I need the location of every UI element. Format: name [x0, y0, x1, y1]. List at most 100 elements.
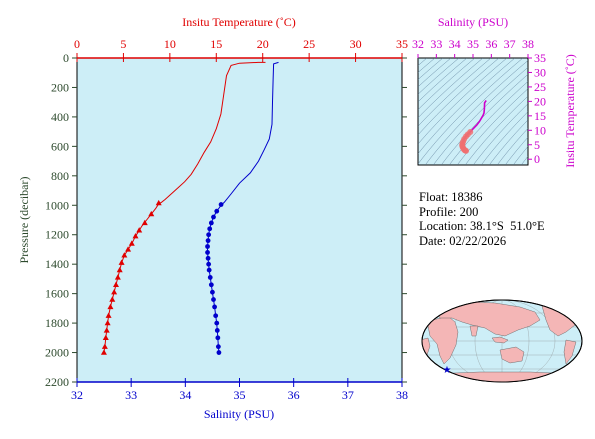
bottom-tick-label: 37 — [342, 388, 354, 402]
date-row: Date: 02/22/2026 — [419, 234, 545, 249]
y-tick-label: 200 — [51, 80, 69, 94]
temperature-point — [104, 319, 111, 326]
isopycnal — [472, 103, 528, 165]
salinity-point — [214, 208, 220, 214]
y-tick-label: 1000 — [45, 198, 69, 212]
temperature-point — [148, 210, 155, 217]
inset-right-tick-label: 35 — [534, 51, 546, 65]
temperature-point — [136, 227, 143, 233]
isopycnal — [456, 88, 528, 165]
y-tick-label: 800 — [51, 169, 69, 183]
salinity-point — [207, 226, 213, 232]
isopycnal — [520, 155, 528, 165]
float-label: Float: — [419, 190, 449, 204]
salinity-point — [210, 289, 215, 295]
density-contours — [418, 28, 595, 175]
top-tick-label: 30 — [350, 37, 362, 51]
salinity-point — [211, 214, 216, 220]
location-label: Location: — [419, 219, 467, 233]
inset-right-tick-label: 10 — [534, 123, 546, 137]
inset-top-axis-title: Salinity (PSU) — [438, 15, 508, 29]
inset-top-tick-label: 35 — [467, 37, 479, 51]
salinity-point — [216, 350, 222, 355]
float-value: 18386 — [451, 190, 483, 204]
top-tick-label: 5 — [120, 37, 126, 51]
temperature-point — [109, 296, 116, 302]
isopycnal — [464, 95, 528, 165]
salinity-point — [207, 275, 213, 280]
isopycnal — [480, 111, 528, 165]
ts-point — [463, 147, 470, 154]
salinity-point — [212, 304, 217, 310]
inset-series-layer — [459, 100, 487, 154]
salinity-point — [205, 244, 210, 249]
salinity-point — [211, 297, 216, 302]
salinity-point — [215, 335, 221, 341]
temperature-point — [100, 349, 107, 355]
salinity-point — [208, 282, 214, 288]
salinity-point — [205, 238, 211, 244]
salinity-point — [206, 232, 212, 238]
y-tick-label: 1600 — [45, 287, 69, 301]
inset-top-tick-label: 34 — [449, 37, 461, 51]
bottom-tick-label: 34 — [179, 388, 191, 402]
salinity-point — [208, 220, 214, 226]
temperature-point — [107, 303, 114, 310]
inset-top-tick-label: 37 — [504, 37, 516, 51]
temperature-point — [155, 199, 162, 206]
location-row: Location: 38.1°S 51.0°E — [419, 219, 545, 234]
bottom-tick-label: 33 — [125, 388, 137, 402]
salinity-point — [206, 267, 212, 273]
temperature-point — [116, 266, 123, 273]
y-axis-title: Pressure (decibar) — [17, 177, 31, 264]
bottom-tick-label: 32 — [71, 388, 83, 402]
salinity-point — [214, 320, 220, 326]
main-profile-chart: 0 5 10 15 20 25 30 35 32 33 34 35 36 37 38 0 200 400 600 80… — [17, 15, 408, 421]
isopycnal — [418, 58, 476, 111]
salinity-point — [218, 202, 224, 207]
bottom-tick-label: 38 — [396, 388, 408, 402]
top-tick-label: 10 — [164, 37, 176, 51]
isopycnal — [432, 67, 528, 165]
isopycnal — [512, 146, 528, 165]
y-tick-label: 1400 — [45, 257, 69, 271]
top-tick-label: 15 — [210, 37, 222, 51]
temperature-point — [102, 334, 109, 341]
isopycnal — [418, 58, 500, 136]
salinity-point — [213, 313, 219, 319]
bottom-tick-label: 36 — [288, 388, 300, 402]
inset-right-tick-label: 0 — [534, 152, 540, 166]
isopycnal — [504, 136, 528, 165]
isopycnal — [418, 58, 516, 155]
inset-top-tick-label: 32 — [412, 37, 424, 51]
salinity-point — [205, 250, 210, 255]
y-tick-label: 2200 — [45, 375, 69, 389]
inset-top-tick-label: 38 — [522, 37, 534, 51]
profile-row: Profile: 200 — [419, 205, 545, 220]
temperature-point — [125, 246, 132, 252]
temperature-point — [114, 274, 121, 280]
temperature-point — [105, 312, 112, 318]
inset-right-tick-label: 30 — [534, 65, 546, 79]
float-info-panel: Float: 18386 Profile: 200 Location: 38.1… — [419, 190, 545, 248]
profile-label: Profile: — [419, 204, 457, 219]
temperature-point — [111, 288, 118, 295]
isopycnal — [578, 28, 595, 175]
location-value: 38.1°S 51.0°E — [470, 219, 545, 233]
temperature-point — [101, 343, 108, 349]
temperature-point — [141, 219, 148, 226]
inset-right-tick-label: 5 — [534, 138, 540, 152]
inset-right-tick-label: 15 — [534, 109, 546, 123]
inset-top-tick-label: 33 — [430, 37, 442, 51]
inset-plot-area — [417, 57, 529, 166]
temperature-point — [128, 240, 135, 246]
main-series-layer — [100, 61, 279, 355]
isopycnal — [488, 119, 528, 165]
salinity-point — [214, 328, 220, 333]
isopycnal — [418, 58, 484, 119]
isopycnal — [440, 73, 528, 165]
y-tick-label: 1800 — [45, 316, 69, 330]
isopycnal — [418, 58, 492, 127]
